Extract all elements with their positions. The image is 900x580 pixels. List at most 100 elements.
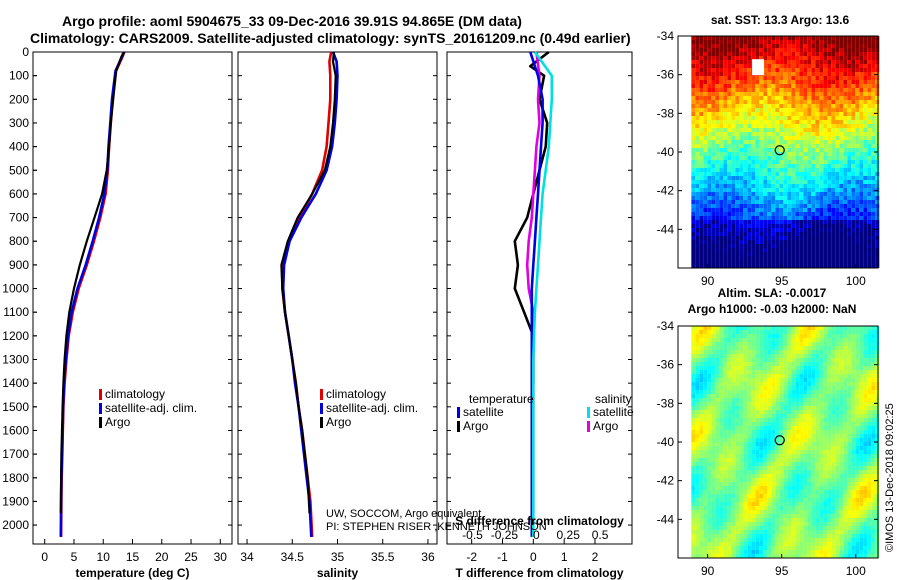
- heatmap-cell: [843, 156, 848, 160]
- heatmap-cell: [839, 438, 844, 442]
- heatmap-cell: [823, 220, 828, 224]
- heatmap-cell: [723, 172, 728, 176]
- heatmap-cell: [799, 96, 804, 100]
- heatmap-cell: [803, 180, 808, 184]
- heatmap-cell: [795, 212, 800, 216]
- heatmap-cell: [731, 220, 736, 224]
- heatmap-cell: [851, 220, 856, 224]
- heatmap-cell: [831, 248, 836, 252]
- heatmap-cell: [827, 108, 832, 112]
- heatmap-cell: [803, 60, 808, 64]
- heatmap-cell: [811, 458, 816, 462]
- heatmap-cell: [867, 426, 872, 430]
- heatmap-cell: [763, 442, 768, 446]
- heatmap-cell: [787, 486, 792, 490]
- heatmap-cell: [731, 212, 736, 216]
- heatmap-cell: [855, 260, 860, 264]
- heatmap-cell: [743, 116, 748, 120]
- heatmap-cell: [691, 220, 696, 224]
- heatmap-cell: [735, 100, 740, 104]
- heatmap-cell: [759, 144, 764, 148]
- heatmap-cell: [691, 442, 696, 446]
- heatmap-cell: [851, 192, 856, 196]
- heatmap-cell: [763, 136, 768, 140]
- heatmap-cell: [731, 466, 736, 470]
- heatmap-cell: [795, 382, 800, 386]
- heatmap-cell: [735, 168, 740, 172]
- heatmap-cell: [751, 128, 756, 132]
- heatmap-cell: [715, 462, 720, 466]
- heatmap-cell: [735, 116, 740, 120]
- heatmap-cell: [771, 390, 776, 394]
- heatmap-cell: [695, 334, 700, 338]
- heatmap-cell: [811, 164, 816, 168]
- heatmap-cell: [807, 358, 812, 362]
- heatmap-cell: [839, 260, 844, 264]
- heatmap-cell: [839, 152, 844, 156]
- heatmap-cell: [783, 422, 788, 426]
- heatmap-cell: [819, 232, 824, 236]
- heatmap-cell: [763, 346, 768, 350]
- heatmap-cell: [807, 350, 812, 354]
- heatmap-cell: [875, 192, 880, 196]
- heatmap-cell: [835, 422, 840, 426]
- heatmap-cell: [747, 474, 752, 478]
- heatmap-cell: [795, 128, 800, 132]
- heatmap-cell: [847, 474, 852, 478]
- heatmap-cell: [807, 260, 812, 264]
- heatmap-cell: [783, 342, 788, 346]
- heatmap-cell: [763, 390, 768, 394]
- heatmap-cell: [743, 470, 748, 474]
- heatmap-cell: [751, 152, 756, 156]
- heatmap-cell: [699, 124, 704, 128]
- heatmap-cell: [747, 394, 752, 398]
- heatmap-cell: [783, 76, 788, 80]
- heatmap-cell: [787, 84, 792, 88]
- heatmap-cell: [731, 200, 736, 204]
- heatmap-cell: [855, 466, 860, 470]
- heatmap-cell: [799, 44, 804, 48]
- heatmap-cell: [799, 354, 804, 358]
- heatmap-cell: [863, 228, 868, 232]
- heatmap-cell: [719, 454, 724, 458]
- heatmap-cell: [787, 470, 792, 474]
- heatmap-cell: [819, 124, 824, 128]
- heatmap-cell: [871, 108, 876, 112]
- heatmap-cell: [851, 370, 856, 374]
- heatmap-cell: [743, 44, 748, 48]
- heatmap-cell: [863, 248, 868, 252]
- heatmap-cell: [767, 256, 772, 260]
- heatmap-cell: [727, 88, 732, 92]
- heatmap-cell: [803, 410, 808, 414]
- heatmap-cell: [731, 208, 736, 212]
- heatmap-cell: [827, 490, 832, 494]
- heatmap-cell: [719, 362, 724, 366]
- heatmap-cell: [771, 200, 776, 204]
- heatmap-cell: [751, 228, 756, 232]
- heatmap-cell: [743, 68, 748, 72]
- heatmap-cell: [747, 338, 752, 342]
- heatmap-cell: [775, 430, 780, 434]
- heatmap-cell: [867, 180, 872, 184]
- heatmap-cell: [839, 204, 844, 208]
- heatmap-cell: [699, 478, 704, 482]
- heatmap-cell: [787, 116, 792, 120]
- heatmap-cell: [755, 398, 760, 402]
- heatmap-cell: [843, 44, 848, 48]
- heatmap-cell: [871, 454, 876, 458]
- heatmap-cell: [875, 92, 880, 96]
- heatmap-cell: [863, 48, 868, 52]
- heatmap-cell: [799, 232, 804, 236]
- heatmap-cell: [739, 430, 744, 434]
- heatmap-cell: [815, 426, 820, 430]
- heatmap-cell: [863, 330, 868, 334]
- heatmap-cell: [715, 184, 720, 188]
- heatmap-cell: [727, 240, 732, 244]
- heatmap-cell: [723, 240, 728, 244]
- heatmap-cell: [867, 200, 872, 204]
- heatmap-cell: [855, 188, 860, 192]
- heatmap-cell: [815, 382, 820, 386]
- heatmap-cell: [735, 120, 740, 124]
- heatmap-cell: [747, 216, 752, 220]
- heatmap-cell: [723, 462, 728, 466]
